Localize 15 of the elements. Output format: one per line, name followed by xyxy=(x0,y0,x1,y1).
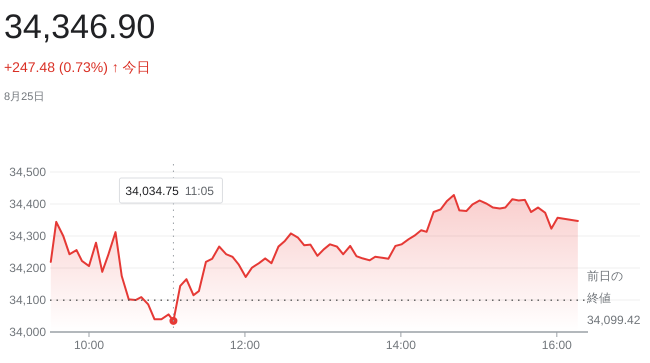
x-tick-label: 12:00 xyxy=(230,338,260,352)
chart-title: 34,346.90 xyxy=(4,8,156,46)
text: 8月25日 xyxy=(4,91,44,103)
y-tick-label: 34,000 xyxy=(9,325,46,339)
chart-subtitle: +247.48 (0.73%) ↑ 今日 xyxy=(4,59,151,75)
x-tick-label: 16:00 xyxy=(542,338,572,352)
y-tick-label: 34,100 xyxy=(9,293,46,307)
y-tick-label: 34,300 xyxy=(9,229,46,243)
y-tick-label: 34,500 xyxy=(9,165,46,179)
y-tick-label: 34,200 xyxy=(9,261,46,275)
ref-line-label: 前日の終値34,099.42 xyxy=(586,269,641,327)
x-tick-label: 10:00 xyxy=(74,338,104,352)
y-tick-label: 34,400 xyxy=(9,197,46,211)
ref-line-label: 34,034.75 11:05 xyxy=(125,184,214,198)
x-tick-label: 14:00 xyxy=(386,338,416,352)
